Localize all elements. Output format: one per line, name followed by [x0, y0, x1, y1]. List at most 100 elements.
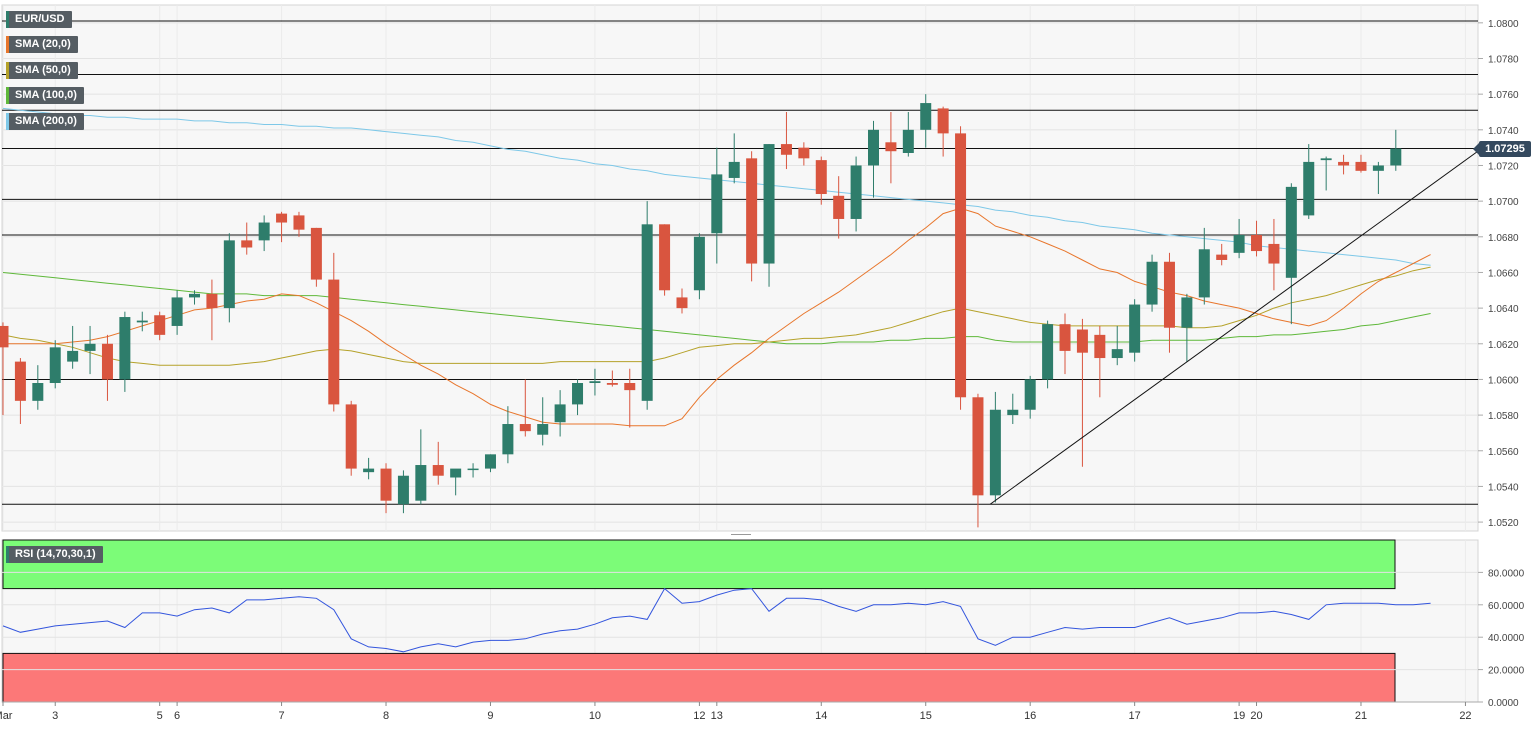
- price-tick-label: 1.0620: [1488, 340, 1519, 351]
- candle-body-up: [693, 236, 705, 291]
- price-tick-label: 1.0680: [1488, 233, 1519, 244]
- legend-sma100[interactable]: SMA (100,0): [6, 87, 84, 104]
- pane-resize-handle[interactable]: [731, 534, 751, 540]
- sma50-swatch: [6, 62, 9, 79]
- candle-body-up: [1129, 304, 1141, 353]
- sma100-swatch: [6, 87, 9, 104]
- candle-body-down: [380, 468, 392, 501]
- candle-body-up: [711, 174, 723, 234]
- candle-body-up: [397, 475, 409, 505]
- candle-body-up: [902, 129, 914, 153]
- x-tick-label: 22: [1459, 710, 1471, 722]
- sma200-swatch: [6, 113, 9, 130]
- price-tick-label: 1.0540: [1488, 482, 1519, 493]
- x-tick-label: 14: [815, 710, 827, 722]
- price-tick-label: 1.0640: [1488, 304, 1519, 315]
- x-tick-label: 15: [920, 710, 932, 722]
- candle-body-down: [746, 158, 758, 264]
- x-tick-label: Mar: [0, 710, 13, 722]
- candle-body-up: [1007, 409, 1019, 416]
- candle-body-up: [1146, 261, 1158, 305]
- legend-rsi-label: RSI (14,70,30,1): [15, 548, 96, 560]
- candle-body-down: [885, 142, 897, 152]
- candle-body-down: [14, 361, 26, 401]
- candle-body-down: [0, 325, 9, 348]
- candle-body-up: [1303, 161, 1315, 216]
- legend-sma100-label: SMA (100,0): [15, 89, 77, 101]
- candle-body-down: [676, 297, 688, 309]
- candle-body-up: [415, 465, 427, 501]
- candle-body-down: [1251, 235, 1263, 252]
- price-tick-label: 1.0520: [1488, 518, 1519, 529]
- candle-body-up: [223, 240, 235, 309]
- price-tick-label: 1.0780: [1488, 54, 1519, 65]
- rsi-tick-label: 60.0000: [1488, 601, 1525, 612]
- x-tick-label: 6: [174, 710, 180, 722]
- candle-body-up: [450, 468, 462, 478]
- candle-body-down: [606, 383, 618, 385]
- candle-body-up: [641, 224, 653, 401]
- candle-body-up: [84, 343, 96, 351]
- x-tick-label: 10: [589, 710, 601, 722]
- candle-body-down: [328, 279, 340, 405]
- candle-body-down: [241, 240, 253, 248]
- rsi-swatch: [6, 546, 9, 563]
- candle-body-up: [850, 165, 862, 219]
- candle-body-up: [868, 129, 879, 166]
- x-tick-label: 7: [278, 710, 284, 722]
- legend-symbol[interactable]: EUR/USD: [6, 11, 72, 28]
- candle-body-down: [432, 465, 444, 476]
- candle-body-down: [624, 383, 636, 391]
- x-tick-label: 9: [487, 710, 493, 722]
- price-tick-label: 1.0560: [1488, 447, 1519, 458]
- price-pane-bg: [1, 4, 1479, 532]
- candle-body-up: [1181, 297, 1193, 328]
- rsi-oversold-zone: [2, 652, 1396, 703]
- candle-body-up: [502, 424, 514, 455]
- price-tick-label: 1.0580: [1488, 411, 1519, 422]
- candle-body-up: [467, 468, 479, 471]
- legend-sma20[interactable]: SMA (20,0): [6, 36, 78, 53]
- price-tick-label: 1.0720: [1488, 161, 1519, 172]
- legend-sma20-label: SMA (20,0): [15, 38, 71, 50]
- rsi-overbought-zone: [2, 539, 1396, 590]
- candle-body-up: [258, 222, 270, 241]
- candle-body-down: [955, 133, 967, 398]
- candle-body-down: [1094, 334, 1106, 359]
- price-tick-label: 1.0700: [1488, 197, 1519, 208]
- legend-sma50[interactable]: SMA (50,0): [6, 62, 78, 79]
- candle-body-down: [815, 160, 827, 195]
- candle-body-down: [1059, 324, 1071, 351]
- legend-sma200[interactable]: SMA (200,0): [6, 113, 84, 130]
- candle-body-up: [1198, 249, 1210, 298]
- sma100-line: [2, 272, 1431, 345]
- candle-body-down: [937, 108, 949, 134]
- rsi-tick-label: 0.0000: [1488, 698, 1519, 709]
- symbol-swatch: [6, 11, 9, 28]
- candle-body-down: [1268, 243, 1280, 264]
- candle-body-up: [119, 317, 131, 380]
- x-tick-label: 8: [383, 710, 389, 722]
- candle-body-up: [1390, 148, 1402, 166]
- legend-rsi[interactable]: RSI (14,70,30,1): [6, 546, 103, 563]
- legend-symbol-label: EUR/USD: [15, 13, 65, 25]
- x-tick-label: 19: [1233, 710, 1245, 722]
- candle-body-down: [293, 215, 305, 230]
- legend-sma50-label: SMA (50,0): [15, 64, 71, 76]
- candle-body-up: [728, 161, 740, 178]
- candle-body-up: [171, 297, 183, 326]
- candle-body-up: [537, 424, 549, 435]
- legend-sma200-label: SMA (200,0): [15, 115, 77, 127]
- trendline: [989, 147, 1484, 505]
- x-tick-label: 13: [711, 710, 723, 722]
- candle-body-down: [972, 397, 984, 496]
- candle-body-down: [659, 224, 671, 291]
- x-tick-label: 3: [52, 710, 58, 722]
- candle-body-up: [572, 383, 584, 405]
- candle-body-down: [345, 404, 357, 469]
- candle-body-up: [1285, 186, 1297, 278]
- candle-body-down: [154, 315, 166, 335]
- candle-body-down: [1216, 254, 1228, 260]
- candle-body-down: [833, 195, 845, 219]
